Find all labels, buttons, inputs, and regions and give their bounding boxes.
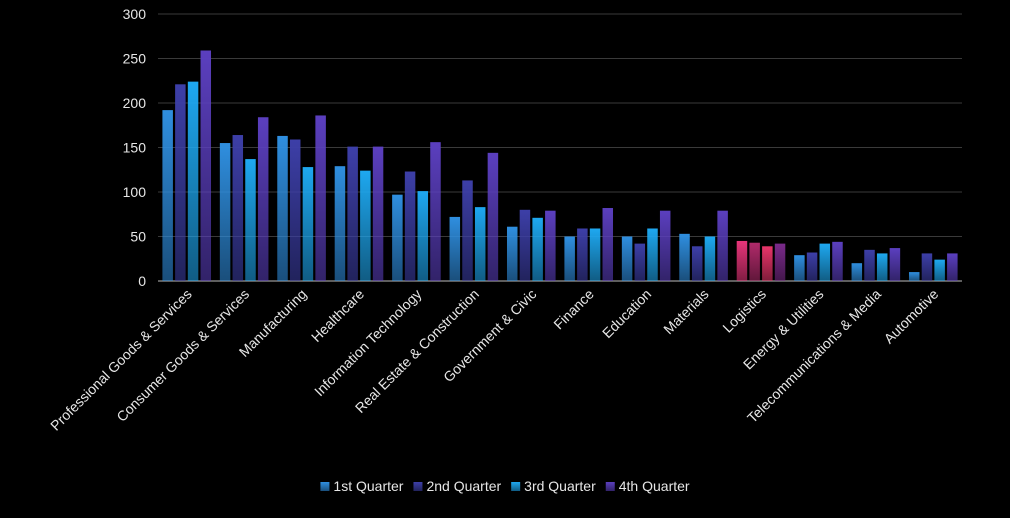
x-tick-label: Education [599, 286, 654, 341]
bar-3-9 [704, 236, 716, 281]
bar-3-13 [934, 259, 945, 281]
x-tick-label: Automotive [881, 286, 942, 347]
bar-2-5 [462, 180, 473, 281]
bar-3-6 [532, 217, 543, 281]
bar-2-11 [806, 252, 818, 281]
x-tick-label: Healthcare [308, 286, 367, 345]
legend-label: 3rd Quarter [524, 478, 596, 494]
legend: 1st Quarter 2nd Quarter 3rd Quarter 4th Qua… [320, 478, 690, 494]
bar-1-5 [449, 216, 461, 281]
bar-2-12 [864, 249, 875, 281]
bar-4-8 [659, 210, 671, 281]
bar-4-9 [717, 210, 728, 281]
bar-2-8 [634, 243, 646, 281]
legend-swatch [605, 482, 615, 491]
legend-label: 4th Quarter [619, 478, 690, 494]
bar-2-9 [691, 246, 703, 281]
x-tick-label: Materials [660, 286, 711, 337]
y-tick-label: 200 [123, 95, 147, 111]
legend-swatch [511, 482, 521, 491]
bar-2-6 [519, 209, 531, 281]
bar-2-7 [577, 228, 588, 281]
bar-4-13 [947, 253, 958, 281]
bar-3-2 [302, 167, 314, 281]
bar-3-8 [647, 228, 658, 281]
bar-1-3 [334, 166, 346, 281]
bars [162, 50, 958, 282]
bar-4-10 [774, 243, 786, 281]
bar-4-5 [487, 152, 499, 281]
y-tick-label: 50 [130, 229, 146, 245]
bar-4-0 [200, 50, 212, 281]
bar-3-0 [187, 81, 199, 281]
bar-3-7 [589, 228, 601, 281]
bar-2-4 [404, 171, 416, 281]
bar-1-13 [908, 272, 920, 281]
y-tick-label: 100 [123, 184, 147, 200]
bar-3-5 [474, 207, 486, 281]
bar-4-7 [602, 208, 614, 281]
legend-swatch [413, 482, 423, 491]
bar-4-2 [315, 115, 326, 282]
bar-1-9 [679, 233, 690, 281]
legend-swatch [320, 482, 330, 491]
bar-4-3 [372, 146, 384, 281]
bar-2-0 [175, 84, 186, 281]
bar-3-1 [245, 159, 256, 281]
bar-2-1 [232, 135, 244, 281]
bar-3-11 [819, 243, 831, 281]
bar-2-13 [921, 253, 933, 281]
bar-3-3 [360, 170, 371, 281]
y-axis: 0 50 100 150 200 250 300 [123, 6, 147, 289]
bar-3-10 [762, 246, 773, 281]
y-tick-label: 150 [123, 140, 147, 156]
bar-1-11 [794, 255, 805, 281]
bar-4-12 [889, 248, 901, 281]
bar-3-12 [876, 253, 888, 281]
bar-1-4 [392, 194, 403, 281]
legend-label: 1st Quarter [333, 478, 403, 494]
y-tick-label: 250 [123, 51, 147, 67]
bar-1-6 [506, 226, 518, 281]
bar-1-0 [162, 110, 173, 282]
bar-1-2 [277, 135, 288, 281]
bar-2-10 [749, 242, 760, 281]
bar-1-7 [564, 236, 575, 281]
bar-4-11 [832, 241, 843, 281]
x-tick-label: Logistics [719, 286, 769, 336]
bar-4-4 [430, 142, 441, 281]
x-tick-label: Information Technology [311, 286, 424, 399]
x-tick-label: Finance [550, 286, 597, 333]
bar-1-8 [621, 236, 633, 281]
bar-4-6 [545, 210, 556, 281]
y-tick-label: 300 [123, 6, 147, 22]
legend-label: 2nd Quarter [426, 478, 501, 494]
y-tick-label: 0 [138, 273, 146, 289]
bar-1-10 [736, 240, 748, 281]
bar-1-12 [851, 263, 863, 281]
bar-2-3 [347, 146, 358, 281]
bar-2-2 [289, 139, 301, 281]
bar-3-4 [417, 191, 429, 281]
bar-1-1 [219, 143, 231, 281]
bar-4-1 [257, 117, 269, 282]
